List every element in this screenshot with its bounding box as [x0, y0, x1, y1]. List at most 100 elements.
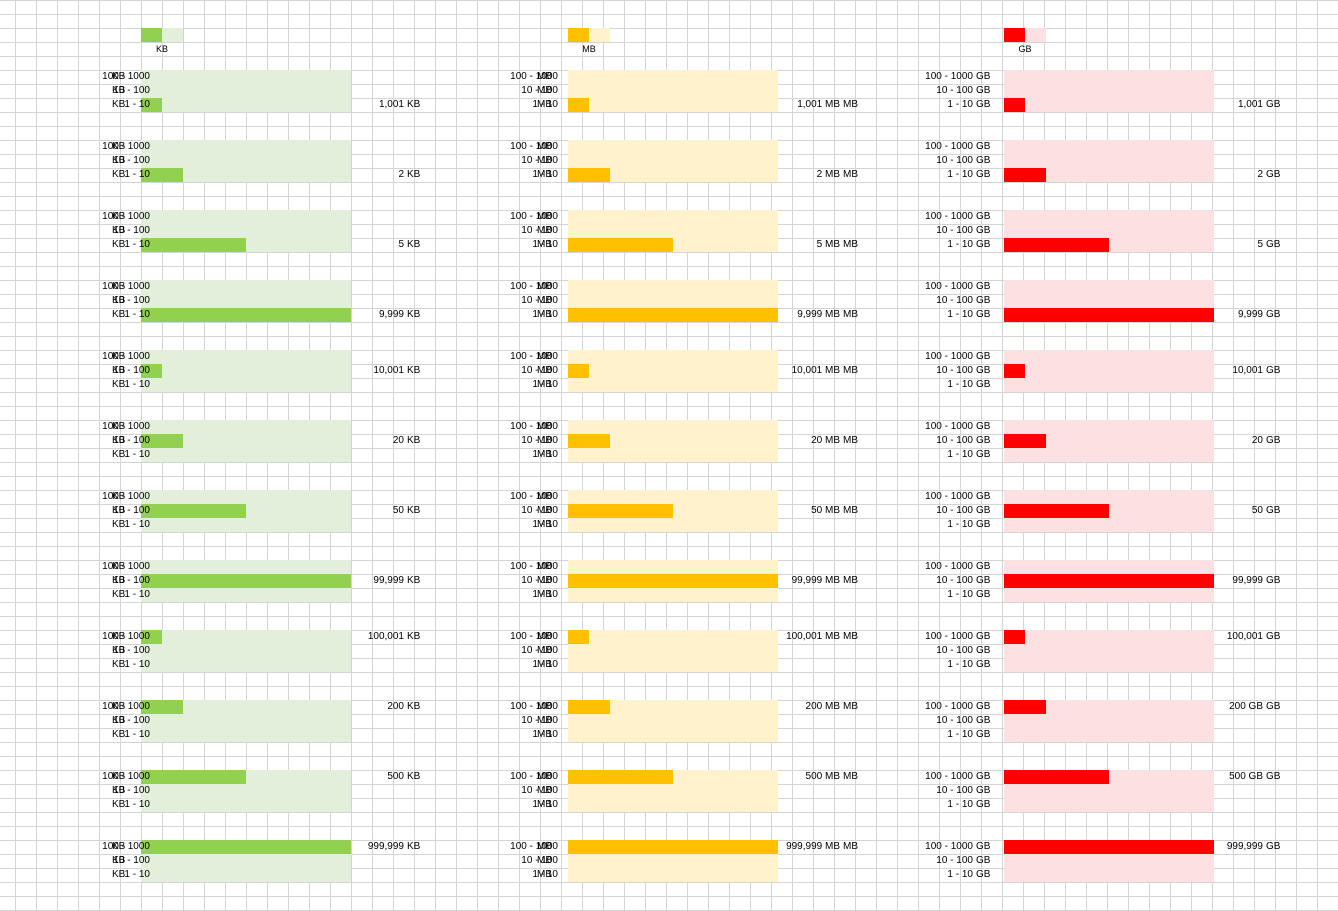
range-label: 10 - 100 [521, 295, 558, 306]
kb-value-cell: 20 [392, 435, 404, 446]
mb-value-cell: 500 MB [805, 771, 840, 782]
mb-unit-cell: MB [537, 561, 552, 572]
range-label: 10 - 100 [936, 365, 973, 376]
gb-unit-cell: GB [976, 169, 991, 180]
range-label: 10 - 100 [936, 505, 973, 516]
gb-unit-cell: GB [976, 239, 991, 250]
kb-unit-cell: KB [112, 491, 126, 502]
range-label: 10 - 100 [521, 505, 558, 516]
mb-unit-cell: MB [537, 575, 552, 586]
kb-value-unit: KB [407, 701, 421, 712]
range-label: 1 - 10 [124, 169, 150, 180]
range-label: 100 - 1000 [102, 631, 150, 642]
gb-bar-fill [1004, 770, 1109, 784]
mb-value-unit: MB [843, 239, 858, 250]
gb-unit-cell: GB [976, 869, 991, 880]
range-label: 10 - 100 [113, 505, 150, 516]
kb-unit-cell: KB [112, 309, 126, 320]
gb-unit-cell: GB [976, 631, 991, 642]
gb-unit-cell: GB [976, 295, 991, 306]
kb-unit-cell: KB [112, 589, 126, 600]
range-label: 1 - 10 [532, 99, 558, 110]
kb-value-unit: KB [407, 841, 421, 852]
gb-unit-cell: GB [976, 701, 991, 712]
mb-value-cell: 999,999 MB [786, 841, 840, 852]
kb-value-cell: 2 [398, 169, 404, 180]
gb-unit-cell: GB [976, 589, 991, 600]
mb-unit-cell: MB [537, 281, 552, 292]
range-label: 1 - 10 [947, 309, 973, 320]
range-label: 100 - 1000 [925, 631, 973, 642]
kb-value-unit: KB [407, 435, 421, 446]
gb-legend-label: GB [1018, 44, 1032, 54]
range-label: 100 - 1000 [925, 701, 973, 712]
mb-value-unit: MB [843, 435, 858, 446]
range-label: 100 - 1000 [925, 351, 973, 362]
kb-unit-cell: KB [112, 715, 126, 726]
gb-value-cell: 999,999 [1226, 841, 1263, 852]
range-label: 10 - 100 [113, 295, 150, 306]
range-label: 10 - 100 [521, 225, 558, 236]
gb-unit-cell: GB [976, 211, 991, 222]
range-label: 10 - 100 [521, 785, 558, 796]
kb-value-cell: 50 [392, 505, 404, 516]
mb-unit-cell: MB [537, 785, 552, 796]
range-label: 100 - 1000 [925, 421, 973, 432]
mb-legend-label: MB [582, 44, 596, 54]
mb-bar-track [568, 350, 778, 392]
gb-unit-cell: GB [976, 659, 991, 670]
range-label: 100 - 1000 [102, 841, 150, 852]
gb-bar-fill [1004, 434, 1046, 448]
gb-value-unit: GB [1266, 575, 1281, 586]
range-label: 10 - 100 [936, 225, 973, 236]
gb-bar-track [1004, 630, 1214, 672]
kb-bar-fill [141, 504, 246, 518]
kb-unit-cell: KB [112, 141, 126, 152]
gb-bar-fill [1004, 840, 1214, 854]
kb-bar-fill [141, 770, 246, 784]
gb-value-unit: GB [1266, 239, 1281, 250]
kb-value-unit: KB [407, 505, 421, 516]
range-label: 100 - 1000 [102, 701, 150, 712]
range-label: 100 - 1000 [102, 211, 150, 222]
gb-unit-cell: GB [976, 645, 991, 656]
range-label: 10 - 100 [936, 155, 973, 166]
mb-bar-fill [568, 770, 673, 784]
kb-unit-cell: KB [112, 211, 126, 222]
gb-value-cell: 1,001 [1237, 99, 1263, 110]
mb-bar-fill [568, 700, 610, 714]
gb-value-unit: GB [1266, 505, 1281, 516]
gb-unit-cell: GB [976, 421, 991, 432]
range-label: 1 - 10 [532, 449, 558, 460]
kb-unit-cell: KB [112, 169, 126, 180]
gb-value-unit: GB [1266, 841, 1281, 852]
range-label: 10 - 100 [521, 715, 558, 726]
mb-bar-track [568, 70, 778, 112]
mb-value-unit: MB [843, 169, 858, 180]
gb-unit-cell: GB [976, 309, 991, 320]
gb-value-unit: GB [1266, 309, 1281, 320]
kb-value-cell: 9,999 [378, 309, 404, 320]
mb-legend-swatch-dark [568, 28, 589, 42]
gb-value-unit: GB [1266, 169, 1281, 180]
range-label: 10 - 100 [113, 225, 150, 236]
range-label: 10 - 100 [113, 155, 150, 166]
range-label: 1 - 10 [532, 799, 558, 810]
mb-unit-cell: MB [537, 295, 552, 306]
kb-bar-fill [141, 574, 351, 588]
range-label: 100 - 1000 [510, 141, 558, 152]
mb-value-cell: 2 MB [816, 169, 840, 180]
gb-unit-cell: GB [976, 519, 991, 530]
range-label: 100 - 1000 [510, 281, 558, 292]
range-label: 100 - 1000 [102, 771, 150, 782]
range-label: 100 - 1000 [510, 561, 558, 572]
kb-unit-cell: KB [112, 239, 126, 250]
gb-unit-cell: GB [976, 71, 991, 82]
range-label: 10 - 100 [936, 295, 973, 306]
range-label: 1 - 10 [124, 239, 150, 250]
range-label: 1 - 10 [532, 239, 558, 250]
kb-unit-cell: KB [112, 659, 126, 670]
kb-bar-fill [141, 98, 162, 112]
mb-unit-cell: MB [537, 799, 552, 810]
